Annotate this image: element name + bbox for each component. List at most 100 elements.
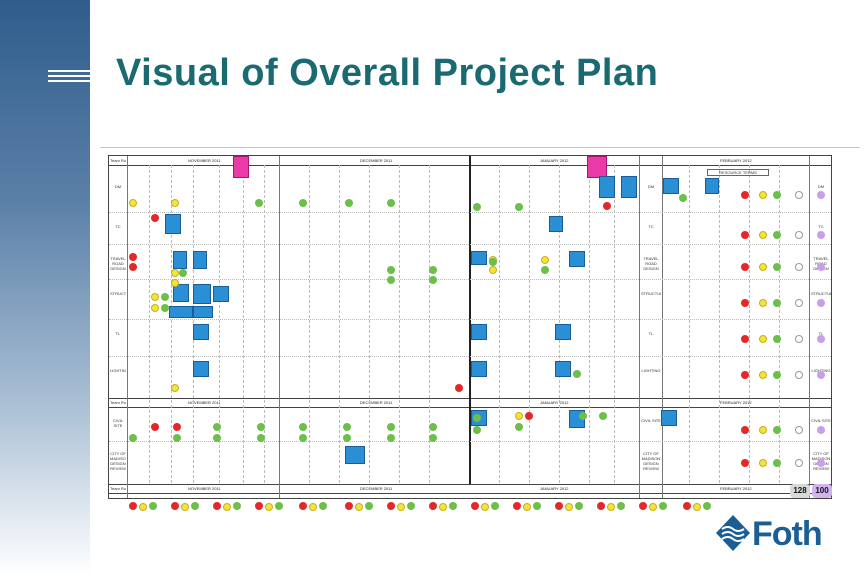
status-dot <box>387 423 395 431</box>
status-dot <box>659 502 667 510</box>
task-bar <box>661 410 677 426</box>
row-label-left: TRAVEL ROAD DESIGN <box>110 256 126 271</box>
status-dot <box>429 423 437 431</box>
status-dot <box>817 335 825 343</box>
status-dot <box>741 263 749 271</box>
task-bar <box>599 176 615 198</box>
status-dot <box>795 231 803 239</box>
row-label-mid: TL <box>648 331 654 336</box>
status-dot <box>171 279 179 287</box>
resource-terms-header: RESOURCE TERMS <box>707 169 769 176</box>
week-gridline <box>149 165 150 483</box>
status-dot <box>741 371 749 379</box>
status-dot <box>759 191 767 199</box>
status-dot <box>481 503 489 511</box>
week-gridline <box>339 165 340 483</box>
status-dot <box>343 423 351 431</box>
status-dot <box>759 371 767 379</box>
task-bar <box>193 324 209 340</box>
status-dot <box>795 335 803 343</box>
status-dot <box>257 434 265 442</box>
task-bar <box>213 286 229 302</box>
status-dot <box>795 299 803 307</box>
status-dot <box>759 426 767 434</box>
status-dot <box>471 502 479 510</box>
status-dot <box>817 371 825 379</box>
task-bar <box>549 216 563 232</box>
status-dot <box>523 503 531 511</box>
week-gridline <box>499 165 500 483</box>
week-gridline <box>243 165 244 483</box>
status-dot <box>639 502 647 510</box>
status-dot <box>179 269 187 277</box>
status-dot <box>171 502 179 510</box>
status-dot <box>817 426 825 434</box>
status-dot <box>759 263 767 271</box>
top-month-label: NOVEMBER 2011 <box>188 158 221 163</box>
status-dot <box>773 335 781 343</box>
team-col-mid-right <box>662 156 663 498</box>
status-dot <box>515 203 523 211</box>
task-bar <box>193 284 211 304</box>
status-dot <box>171 269 179 277</box>
status-dot <box>759 299 767 307</box>
team-col-right <box>809 156 810 498</box>
task-bar <box>193 361 209 377</box>
status-dot <box>773 426 781 434</box>
task-bar <box>471 324 487 340</box>
status-dot <box>151 293 159 301</box>
week-gridline <box>399 165 400 483</box>
status-dot <box>365 502 373 510</box>
status-dot <box>213 423 221 431</box>
bottom-team-role: Team Role <box>110 486 126 491</box>
status-dot <box>439 503 447 511</box>
status-dot <box>513 502 521 510</box>
task-bar <box>193 251 207 269</box>
status-dot <box>213 434 221 442</box>
status-dot <box>573 370 581 378</box>
row-divider <box>109 244 831 245</box>
status-dot <box>299 502 307 510</box>
status-dot <box>773 231 781 239</box>
status-dot <box>817 191 825 199</box>
bottom-month-label: DECEMBER 2011 <box>360 486 393 491</box>
status-dot <box>223 503 231 511</box>
week-gridline <box>779 165 780 483</box>
task-bar <box>555 361 571 377</box>
mid-month-label: NOVEMBER 2011 <box>188 400 221 405</box>
status-dot <box>703 502 711 510</box>
bottom-band-rule <box>109 484 831 485</box>
foth-wave-logo-icon <box>716 515 750 551</box>
task-bar <box>173 284 189 302</box>
status-dot <box>387 434 395 442</box>
status-dot <box>309 503 317 511</box>
status-dot <box>255 199 263 207</box>
top-team-role: Team Role <box>110 158 126 163</box>
accent-lines <box>48 70 92 85</box>
status-dot <box>617 502 625 510</box>
status-dot <box>397 503 405 511</box>
milestone-marker <box>587 156 607 178</box>
status-dot <box>795 426 803 434</box>
status-dot <box>555 502 563 510</box>
row-label-mid: STRUCTURE <box>641 291 661 296</box>
status-dot <box>541 256 549 264</box>
status-dot <box>773 459 781 467</box>
status-dot <box>759 335 767 343</box>
status-dot <box>817 299 825 307</box>
week-gridline <box>219 165 220 483</box>
status-dot <box>387 502 395 510</box>
status-dot <box>795 459 803 467</box>
status-dot <box>355 503 363 511</box>
status-dot <box>515 412 523 420</box>
slide-title: Visual of Overall Project Plan <box>116 52 659 94</box>
bottom-month-label: JANUARY 2012 <box>540 486 569 491</box>
bottom-header-rule <box>109 493 831 494</box>
status-dot <box>489 258 497 266</box>
status-dot <box>233 502 241 510</box>
status-dot <box>255 502 263 510</box>
status-dot <box>741 459 749 467</box>
status-dot <box>683 502 691 510</box>
status-dot <box>795 191 803 199</box>
row-label-mid: CITY OF MADISON DESIGN REVIEW <box>641 451 661 471</box>
